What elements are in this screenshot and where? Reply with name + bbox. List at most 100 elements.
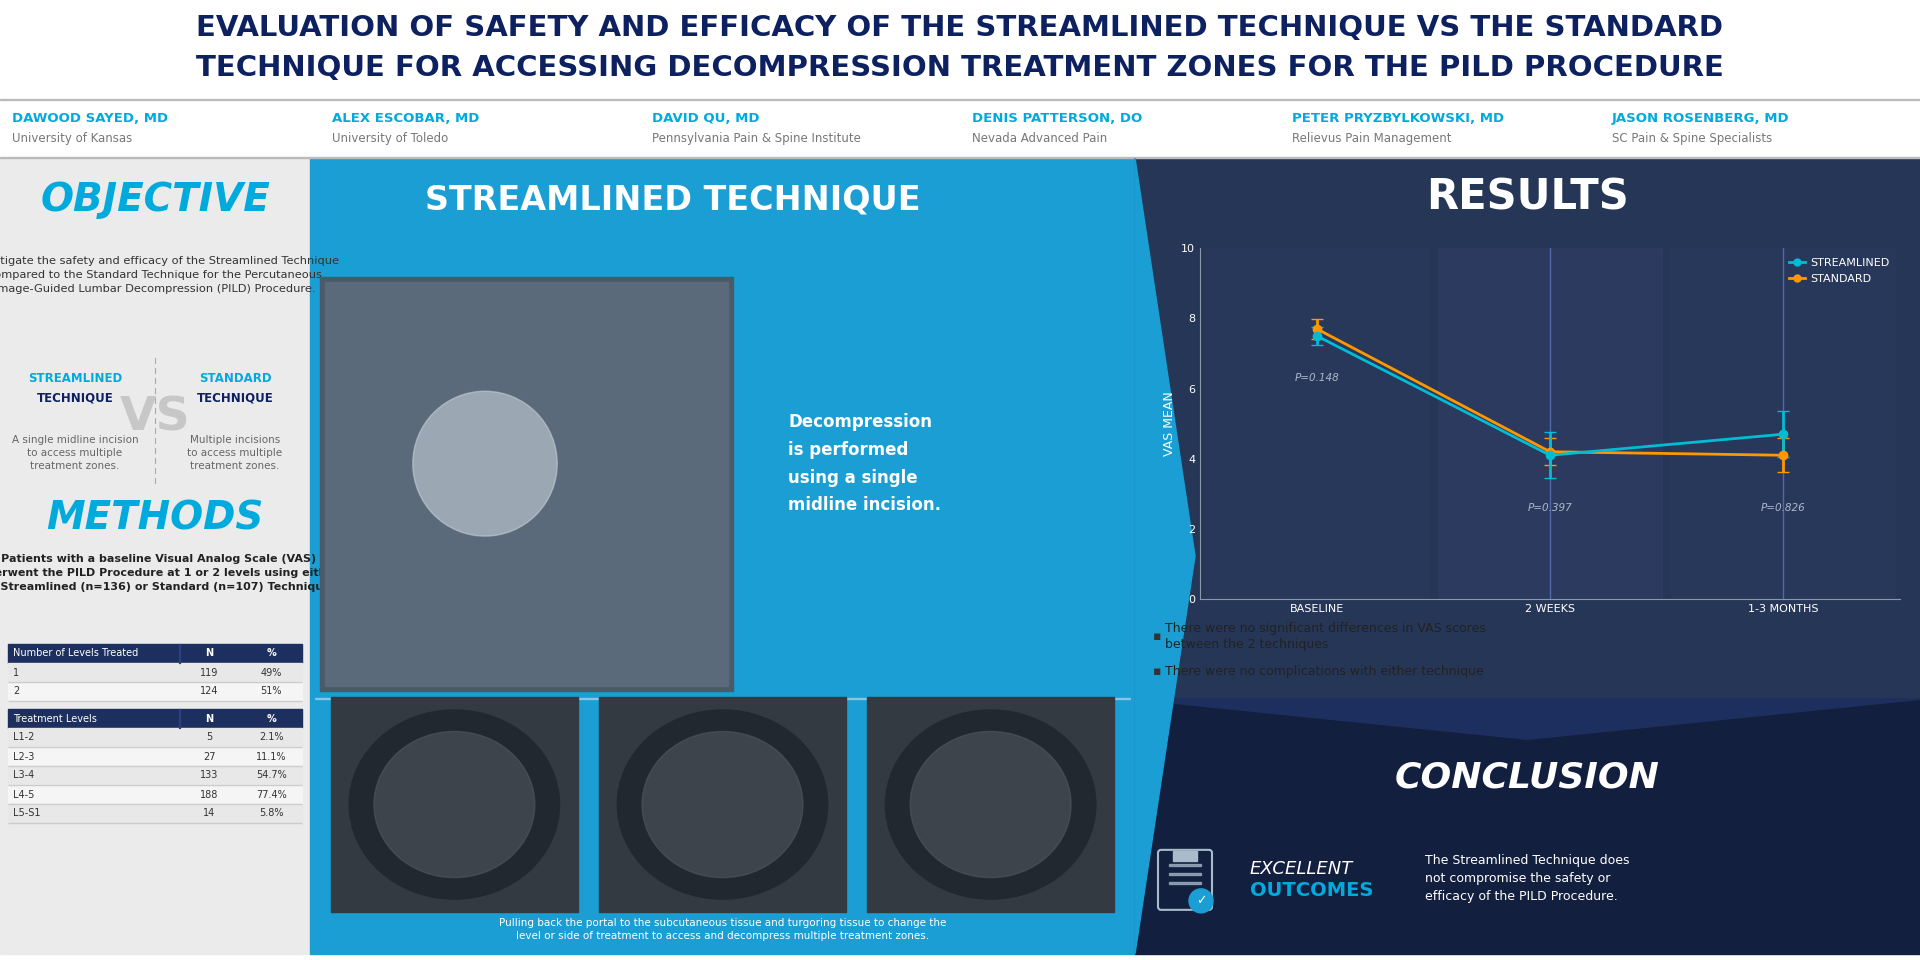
Text: P=0.148: P=0.148 bbox=[1294, 373, 1338, 383]
Bar bbox=[309, 158, 1135, 954]
Bar bbox=[8, 663, 301, 682]
Text: CONCLUSION: CONCLUSION bbox=[1396, 761, 1661, 795]
Text: OUTCOMES: OUTCOMES bbox=[1250, 881, 1373, 900]
Text: Pulling back the portal to the subcutaneous tissue and turgoring tissue to chang: Pulling back the portal to the subcutane… bbox=[499, 918, 947, 941]
Bar bbox=[1169, 864, 1202, 866]
Text: There were no complications with either technique: There were no complications with either … bbox=[1165, 664, 1484, 678]
Text: OBJECTIVE: OBJECTIVE bbox=[40, 181, 271, 219]
Ellipse shape bbox=[618, 710, 828, 900]
Bar bbox=[1204, 248, 1428, 599]
Text: Relievus Pain Management: Relievus Pain Management bbox=[1292, 132, 1452, 145]
Text: Nevada Advanced Pain: Nevada Advanced Pain bbox=[972, 132, 1108, 145]
Text: University of Toledo: University of Toledo bbox=[332, 132, 447, 145]
Text: N: N bbox=[205, 649, 213, 659]
Text: 2: 2 bbox=[13, 686, 19, 697]
Text: ALEX ESCOBAR, MD: ALEX ESCOBAR, MD bbox=[332, 112, 480, 125]
Bar bbox=[1670, 248, 1895, 599]
Text: 1: 1 bbox=[13, 667, 19, 678]
Text: 119: 119 bbox=[200, 667, 219, 678]
Text: 77.4%: 77.4% bbox=[255, 789, 286, 800]
Text: 51%: 51% bbox=[261, 686, 282, 697]
Ellipse shape bbox=[413, 392, 557, 536]
Bar bbox=[8, 709, 301, 728]
Text: 124: 124 bbox=[200, 686, 219, 697]
Text: Number of Levels Treated: Number of Levels Treated bbox=[13, 649, 138, 659]
Polygon shape bbox=[1135, 699, 1920, 739]
Bar bbox=[0, 100, 1920, 158]
Ellipse shape bbox=[349, 710, 559, 900]
Bar bbox=[8, 747, 301, 766]
Text: %: % bbox=[267, 649, 276, 659]
Polygon shape bbox=[1135, 158, 1194, 954]
Bar bbox=[8, 728, 301, 747]
Bar bbox=[1169, 882, 1202, 884]
Text: Decompression
is performed
using a single
midline incision.: Decompression is performed using a singl… bbox=[789, 413, 941, 515]
Text: 49%: 49% bbox=[261, 667, 282, 678]
Bar bbox=[1135, 699, 1920, 954]
Text: ▪: ▪ bbox=[1154, 630, 1162, 643]
Text: 11.1%: 11.1% bbox=[255, 752, 286, 761]
Bar bbox=[1438, 248, 1663, 599]
Bar bbox=[0, 158, 309, 954]
Text: TECHNIQUE: TECHNIQUE bbox=[196, 392, 273, 404]
Bar bbox=[1135, 158, 1920, 699]
Bar bbox=[0, 99, 1920, 100]
Bar bbox=[321, 277, 733, 691]
Text: SC Pain & Spine Specialists: SC Pain & Spine Specialists bbox=[1613, 132, 1772, 145]
Text: 5.8%: 5.8% bbox=[259, 808, 284, 819]
Bar bbox=[0, 0, 1920, 100]
Text: %: % bbox=[267, 713, 276, 724]
Bar bbox=[0, 156, 1920, 158]
Text: RESULTS: RESULTS bbox=[1427, 177, 1628, 219]
Bar bbox=[330, 697, 578, 912]
Text: DAVID QU, MD: DAVID QU, MD bbox=[653, 112, 760, 125]
Bar bbox=[8, 644, 301, 663]
Bar bbox=[8, 804, 301, 823]
Text: 243 Patients with a baseline Visual Analog Scale (VAS) ≥5
underwent the PILD Pro: 243 Patients with a baseline Visual Anal… bbox=[0, 554, 340, 592]
Text: TECHNIQUE FOR ACCESSING DECOMPRESSION TREATMENT ZONES FOR THE PILD PROCEDURE: TECHNIQUE FOR ACCESSING DECOMPRESSION TR… bbox=[196, 54, 1724, 82]
Text: PETER PRYZBYLKOWSKI, MD: PETER PRYZBYLKOWSKI, MD bbox=[1292, 112, 1503, 125]
Text: DAWOOD SAYED, MD: DAWOOD SAYED, MD bbox=[12, 112, 169, 125]
Text: L2-3: L2-3 bbox=[13, 752, 35, 761]
Text: ✓: ✓ bbox=[1196, 895, 1206, 907]
Text: STREAMLINED TECHNIQUE: STREAMLINED TECHNIQUE bbox=[424, 183, 922, 217]
Text: L1-2: L1-2 bbox=[13, 732, 35, 742]
Bar bbox=[8, 785, 301, 804]
Legend: STREAMLINED, STANDARD: STREAMLINED, STANDARD bbox=[1784, 253, 1895, 288]
Bar bbox=[8, 766, 301, 785]
Text: STANDARD: STANDARD bbox=[198, 372, 271, 385]
Text: JASON ROSENBERG, MD: JASON ROSENBERG, MD bbox=[1613, 112, 1789, 125]
Text: A single midline incision
to access multiple
treatment zones.: A single midline incision to access mult… bbox=[12, 435, 138, 471]
Text: 54.7%: 54.7% bbox=[255, 771, 286, 780]
Bar bbox=[1169, 873, 1202, 875]
Text: DENIS PATTERSON, DO: DENIS PATTERSON, DO bbox=[972, 112, 1142, 125]
Ellipse shape bbox=[374, 732, 536, 877]
Text: 2.1%: 2.1% bbox=[259, 732, 284, 742]
Text: Treatment Levels: Treatment Levels bbox=[13, 713, 96, 724]
Text: EVALUATION OF SAFETY AND EFFICACY OF THE STREAMLINED TECHNIQUE VS THE STANDARD: EVALUATION OF SAFETY AND EFFICACY OF THE… bbox=[196, 14, 1724, 42]
Ellipse shape bbox=[910, 732, 1071, 877]
Text: Investigate the safety and efficacy of the Streamlined Technique
compared to the: Investigate the safety and efficacy of t… bbox=[0, 255, 340, 295]
Text: There were no significant differences in VAS scores
between the 2 techniques: There were no significant differences in… bbox=[1165, 622, 1486, 651]
Text: STREAMLINED: STREAMLINED bbox=[29, 372, 123, 385]
Circle shape bbox=[1188, 889, 1213, 913]
Text: VS: VS bbox=[119, 396, 190, 441]
Text: P=0.397: P=0.397 bbox=[1528, 503, 1572, 513]
Text: Multiple incisions
to access multiple
treatment zones.: Multiple incisions to access multiple tr… bbox=[188, 435, 282, 471]
Text: 5: 5 bbox=[205, 732, 213, 742]
Ellipse shape bbox=[885, 710, 1096, 900]
Text: University of Kansas: University of Kansas bbox=[12, 132, 132, 145]
Text: ▪: ▪ bbox=[1154, 664, 1162, 678]
Text: P=0.826: P=0.826 bbox=[1761, 503, 1805, 513]
Text: The Streamlined Technique does
not compromise the safety or
efficacy of the PILD: The Streamlined Technique does not compr… bbox=[1425, 854, 1630, 903]
Text: 133: 133 bbox=[200, 771, 219, 780]
Text: Pennsylvania Pain & Spine Institute: Pennsylvania Pain & Spine Institute bbox=[653, 132, 860, 145]
Text: L3-4: L3-4 bbox=[13, 771, 35, 780]
Text: 14: 14 bbox=[204, 808, 215, 819]
Text: 188: 188 bbox=[200, 789, 219, 800]
Bar bbox=[324, 282, 728, 686]
Bar bbox=[8, 682, 301, 701]
Ellipse shape bbox=[641, 732, 803, 877]
Y-axis label: VAS MEAN: VAS MEAN bbox=[1164, 392, 1175, 456]
Text: 27: 27 bbox=[204, 752, 215, 761]
